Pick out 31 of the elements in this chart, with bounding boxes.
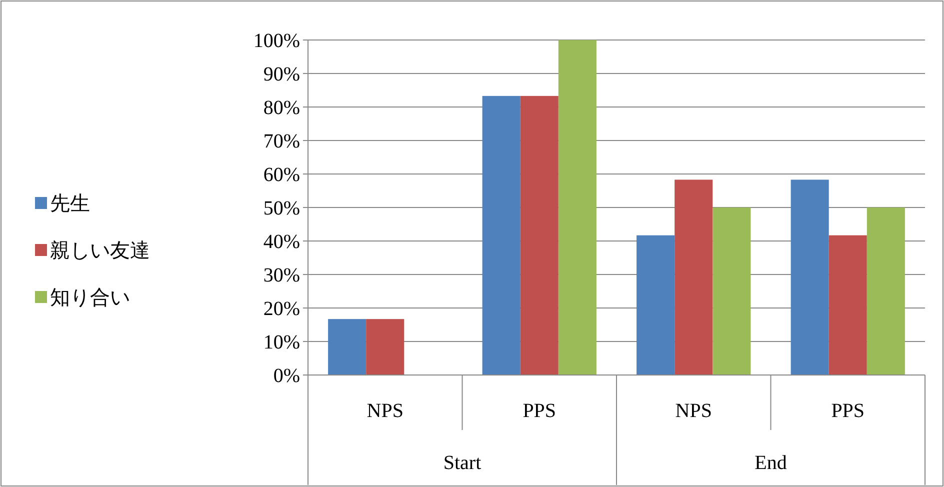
y-tick-label: 60%: [263, 164, 300, 186]
bar: [328, 319, 366, 375]
text: End: [754, 452, 787, 474]
bar: [558, 40, 596, 375]
bar: [790, 180, 829, 375]
legend-label: 先生: [50, 191, 90, 215]
legend-label: 親しい友達: [50, 238, 150, 262]
y-tick-label: 40%: [263, 231, 300, 253]
y-tick-label: 10%: [263, 332, 300, 354]
legend-label: 知り合い: [50, 285, 130, 309]
y-tick-label: 80%: [263, 97, 300, 119]
bar: [366, 319, 404, 375]
text: Start: [443, 452, 482, 474]
x-tick-label: PPS: [522, 400, 556, 422]
bar: [482, 96, 520, 375]
y-tick-label: 70%: [263, 130, 300, 152]
bar: [636, 235, 675, 375]
y-tick-label: 30%: [263, 264, 300, 286]
x-tick-label: NPS: [675, 400, 712, 422]
y-tick-label: 100%: [253, 30, 300, 52]
bar: [674, 180, 713, 375]
y-tick-label: 50%: [263, 198, 300, 220]
y-tick-label: 20%: [263, 298, 300, 320]
bar: [520, 96, 558, 375]
x-tick-label: PPS: [831, 400, 865, 422]
x-tick-label: NPS: [366, 400, 404, 422]
y-tick-label: 90%: [263, 64, 300, 86]
bar: [828, 235, 867, 375]
y-tick-label: 0%: [273, 365, 300, 387]
bar: [712, 208, 751, 375]
bar: [866, 208, 905, 375]
